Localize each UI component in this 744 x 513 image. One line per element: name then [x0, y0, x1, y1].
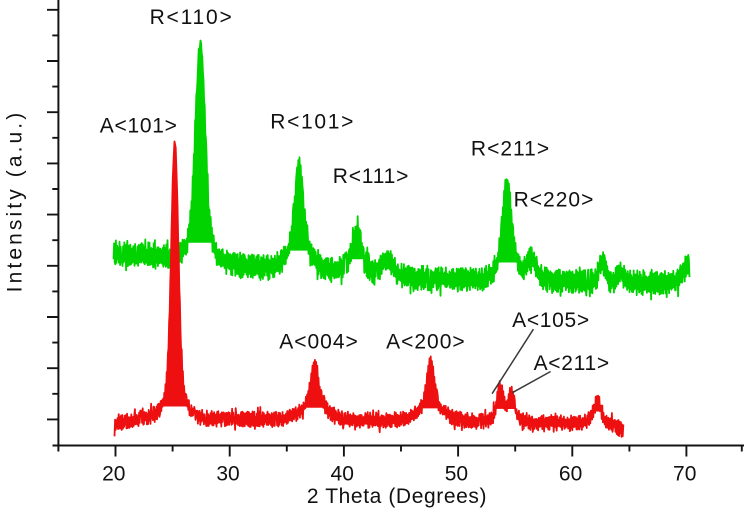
svg-text:R<211>: R<211> — [471, 138, 550, 161]
svg-text:2 Theta (Degrees): 2 Theta (Degrees) — [307, 485, 487, 508]
svg-text:30: 30 — [216, 463, 239, 486]
svg-text:40: 40 — [331, 463, 354, 486]
svg-text:A<105>: A<105> — [512, 309, 590, 332]
svg-text:60: 60 — [559, 463, 582, 486]
svg-text:A<004>: A<004> — [279, 330, 359, 353]
svg-text:R<220>: R<220> — [514, 189, 595, 212]
svg-text:A<200>: A<200> — [386, 330, 466, 353]
svg-text:R<111>: R<111> — [333, 165, 409, 188]
svg-text:Intensity (a.u.): Intensity (a.u.) — [4, 110, 27, 293]
svg-text:A<101>: A<101> — [100, 114, 178, 137]
svg-text:R<110>: R<110> — [150, 6, 234, 29]
svg-text:R<101>: R<101> — [270, 111, 355, 134]
svg-text:70: 70 — [673, 463, 696, 486]
svg-text:50: 50 — [445, 463, 468, 486]
svg-text:20: 20 — [102, 463, 125, 486]
svg-text:A<211>: A<211> — [534, 352, 610, 375]
